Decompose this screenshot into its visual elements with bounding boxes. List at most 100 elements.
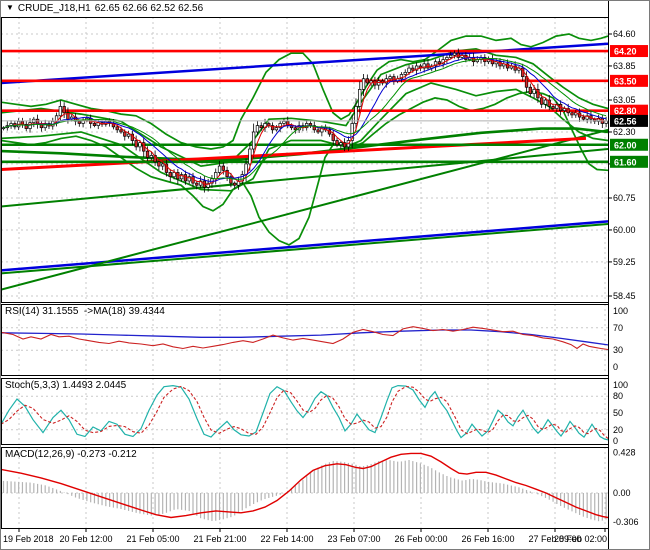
candle-body: [248, 148, 252, 165]
candle-body: [437, 61, 441, 65]
macd-axis-label: 0.00: [613, 488, 631, 498]
stoch-d-line: [1, 385, 608, 439]
macd-indicator-label: MACD(12,26,9) -0.273 -0.212: [5, 449, 137, 460]
candle-body: [274, 127, 279, 131]
candle-body: [445, 57, 449, 60]
time-label: 28 Feb 02:00: [554, 534, 607, 544]
candle-body: [123, 131, 127, 137]
bollinger-lower-band: [1, 90, 608, 246]
price-level-badge: [610, 104, 648, 117]
macd-axis-label: -0.306: [613, 517, 639, 527]
price-axis: 64.6063.8563.0562.3061.5560.7560.0059.25…: [608, 29, 648, 527]
candle-body: [115, 126, 119, 131]
time-label: 21 Feb 05:00: [126, 534, 179, 544]
price-level-badge: [610, 74, 648, 87]
ma-slow-line: [3, 58, 607, 180]
time-label: 26 Feb 00:00: [394, 534, 447, 544]
green-trend-steep[interactable]: [1, 128, 608, 291]
candle-body: [388, 76, 392, 80]
candle-body: [399, 74, 404, 80]
macd-pane[interactable]: [1, 447, 608, 528]
rsi-axis-label: 100: [613, 306, 628, 316]
candle-body: [161, 163, 165, 167]
candle-body: [316, 129, 320, 133]
candle-body: [339, 142, 343, 146]
candle-body: [217, 165, 222, 173]
stoch-axis-label: 0: [613, 436, 618, 446]
candle-body: [358, 89, 362, 107]
candle-body: [225, 169, 229, 178]
candle-body: [335, 140, 339, 146]
candle-body: [543, 99, 548, 105]
stoch-axis-label: 100: [613, 380, 628, 390]
candlesticks: [1, 48, 608, 193]
candle-body: [433, 61, 438, 67]
candle-body: [58, 106, 62, 117]
price-badge-label: 61.60: [614, 157, 637, 167]
stoch-pane[interactable]: [1, 378, 608, 444]
candle-body: [555, 103, 559, 109]
candle-body: [426, 63, 430, 69]
price-label: 60.00: [613, 225, 636, 235]
time-label: 22 Feb 14:00: [260, 534, 313, 544]
candle-body: [403, 71, 407, 75]
candle-body: [293, 127, 297, 131]
candle-body: [350, 123, 354, 141]
macd-axis-label: 0.428: [613, 448, 636, 458]
rsi-axis-label: 0: [613, 362, 618, 372]
candle-body: [198, 180, 203, 186]
price-label: 60.75: [613, 193, 636, 203]
candle-body: [581, 116, 586, 120]
price-badge-label: 63.50: [614, 76, 637, 86]
candle-body: [414, 65, 419, 71]
rsi-indicator-label: RSI(14) 31.1555 ->MA(18) 39.4344: [5, 306, 165, 317]
candle-body: [221, 165, 225, 171]
green-trend-low[interactable]: [1, 223, 608, 275]
rsi-pane[interactable]: [1, 304, 608, 375]
candle-body: [164, 163, 169, 173]
candle-body: [77, 120, 81, 124]
candle-body: [62, 106, 66, 114]
candle-body: [270, 125, 275, 131]
candle-body: [111, 123, 116, 128]
inner-band-lower: [1, 82, 608, 192]
price-badge-label: 62.00: [614, 140, 637, 150]
ma-fast-line: [3, 54, 607, 185]
price-level-badge: [610, 114, 648, 127]
candle-body: [251, 131, 256, 150]
candle-body: [179, 174, 184, 180]
time-label: 23 Feb 07:00: [327, 534, 380, 544]
inner-band-upper: [1, 48, 608, 167]
ohlc-quotes: 62.65 62.66 62.52 62.56: [94, 3, 204, 14]
time-label: 26 Feb 16:00: [461, 534, 514, 544]
candle-body: [331, 133, 335, 141]
upper-blue-channel[interactable]: [1, 42, 608, 85]
candle-body: [407, 67, 411, 73]
symbol-dropdown-icon[interactable]: ▼: [6, 3, 14, 12]
stoch-indicator-label: Stoch(5,3,3) 1.4493 2.0445: [5, 380, 127, 391]
candle-body: [562, 108, 567, 112]
candle-body: [172, 172, 176, 178]
main-pane-border: [1, 17, 609, 303]
green-trend-mid[interactable]: [1, 148, 608, 208]
candle-body: [187, 176, 191, 182]
price-level-badge: [610, 138, 648, 151]
candle-body: [206, 182, 210, 188]
candle-body: [312, 125, 316, 131]
main-pane[interactable]: [1, 17, 608, 302]
chart-title: ▼ CRUDE_J18,H1 62.65 62.66 62.52 62.56: [6, 3, 203, 14]
candle-body: [214, 172, 218, 180]
candle-body: [282, 120, 286, 124]
candle-body: [145, 150, 150, 158]
price-badge-label: 64.20: [614, 47, 637, 57]
candle-body: [24, 123, 28, 129]
stoch-axis-label: 20: [613, 425, 623, 435]
candle-body: [229, 176, 233, 184]
candle-body: [195, 182, 199, 186]
price-label: 62.30: [613, 127, 636, 137]
stoch-k-line: [1, 384, 608, 441]
stoch-axis-label: 50: [613, 408, 623, 418]
candle-body: [134, 140, 138, 148]
